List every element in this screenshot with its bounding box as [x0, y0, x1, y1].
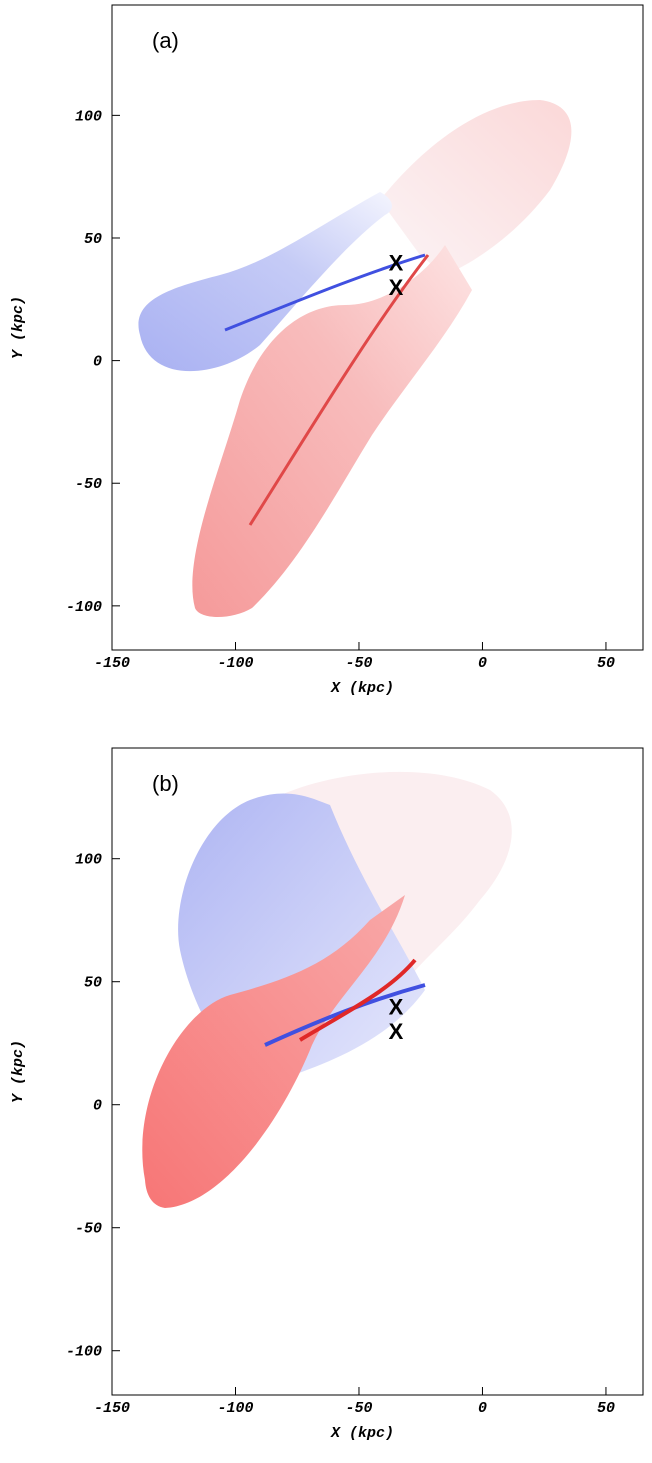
axes-frame [111, 4, 644, 651]
y-tick-label: 100 [75, 852, 102, 869]
simulation-map-a [138, 100, 572, 617]
panel-label: (b) [152, 771, 179, 796]
y-tick-label: -50 [75, 1221, 102, 1238]
x-tick-label: -150 [94, 655, 130, 672]
x-tick-label: 0 [478, 1400, 487, 1417]
y-tick-label: 0 [93, 354, 102, 371]
y-tick-label: -100 [66, 599, 102, 616]
axes-frame [111, 747, 644, 1396]
x-axis-label: X (kpc) [330, 680, 394, 697]
y-tick-label: -100 [66, 1344, 102, 1361]
y-tick-label: 50 [84, 231, 102, 248]
x-marker: X [389, 994, 404, 1019]
x-tick-label: 50 [597, 655, 615, 672]
x-axis-label: X (kpc) [330, 1425, 394, 1442]
x-tick-label: 50 [597, 1400, 615, 1417]
panel-label: (a) [152, 28, 179, 53]
y-tick-label: 50 [84, 975, 102, 992]
y-axis-label: Y (kpc) [10, 1040, 27, 1103]
x-marker: X [389, 251, 404, 276]
x-marker: X [389, 1019, 404, 1044]
y-tick-label: 0 [93, 1098, 102, 1115]
y-axis-label: Y (kpc) [10, 296, 27, 359]
x-tick-label: -100 [217, 655, 253, 672]
x-tick-label: -100 [217, 1400, 253, 1417]
x-tick-label: -50 [345, 1400, 372, 1417]
y-tick-label: 100 [75, 108, 102, 125]
x-tick-label: 0 [478, 655, 487, 672]
x-tick-label: -50 [345, 655, 372, 672]
x-tick-label: -150 [94, 1400, 130, 1417]
simulation-map-b [142, 771, 512, 1208]
x-marker: X [389, 275, 404, 300]
y-tick-label: -50 [75, 476, 102, 493]
